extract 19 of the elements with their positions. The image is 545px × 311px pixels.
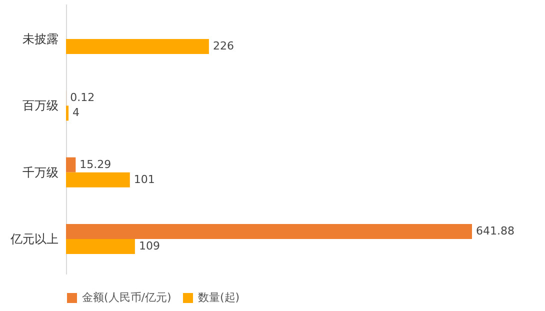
data-label: 109 xyxy=(138,240,160,252)
data-label: 4 xyxy=(72,106,80,120)
bar xyxy=(66,157,76,172)
y-tick-label: 千万级 xyxy=(22,165,58,180)
data-label: 226 xyxy=(212,40,234,52)
data-label: 641.88 xyxy=(476,224,514,238)
data-label: 101 xyxy=(134,172,155,186)
bar xyxy=(66,239,135,254)
data-label: 0.12 xyxy=(70,91,95,104)
y-tick-label: 百万级 xyxy=(22,98,58,113)
bar xyxy=(66,106,69,121)
y-tick-label: 亿元以上 xyxy=(10,232,58,246)
bar xyxy=(66,39,209,54)
legend-label: 金额(人民币/亿元) xyxy=(82,291,172,304)
legend-label: 数量(起) xyxy=(198,291,240,304)
data-label: 15.29 xyxy=(80,158,112,171)
bar xyxy=(66,172,130,188)
y-tick-label: 未披露 xyxy=(22,32,58,46)
bar xyxy=(66,224,472,239)
